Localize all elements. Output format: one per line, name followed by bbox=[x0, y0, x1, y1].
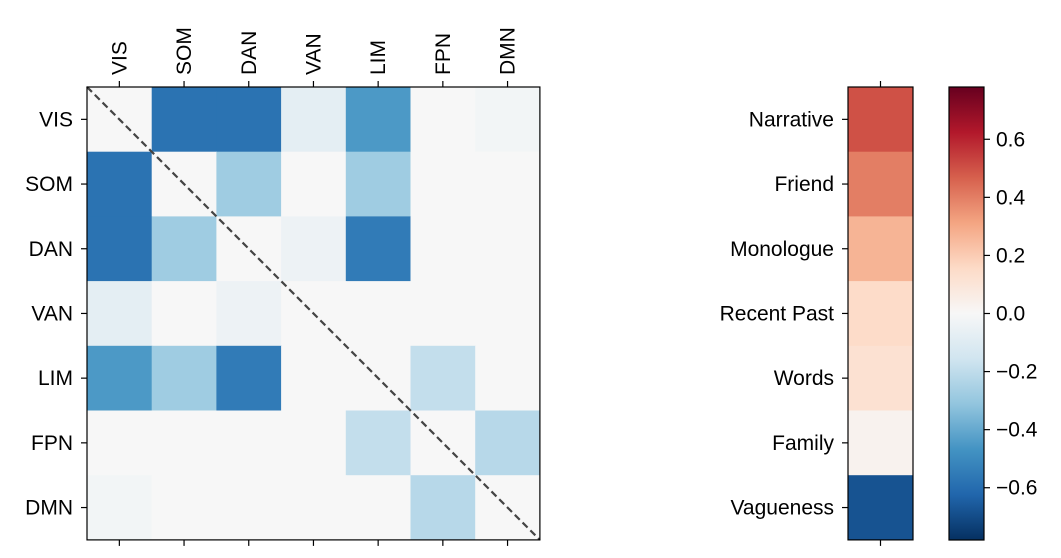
matrix-cell-FPN-VAN bbox=[281, 410, 347, 476]
matrix-y-tick-label-VAN: VAN bbox=[31, 302, 73, 325]
matrix-y-tick-label-LIM: LIM bbox=[38, 367, 73, 390]
matrix-y-tick-label-SOM: SOM bbox=[25, 173, 73, 196]
matrix-cell-LIM-DMN bbox=[475, 345, 541, 412]
matrix-cell-DMN-SOM bbox=[151, 475, 217, 541]
correlation-matrix: VIS SOM DAN VAN LIM FPN DMN VIS SOM DAN VAN LIM FPN D… bbox=[25, 27, 541, 546]
colorbar-tick-label: 0.4 bbox=[996, 186, 1026, 209]
matrix-cell-DAN-FPN bbox=[410, 216, 476, 282]
strip-label-narrative: Narrative bbox=[749, 108, 834, 131]
matrix-cell-VIS-DMN bbox=[475, 87, 541, 153]
matrix-cell-VAN-VIS bbox=[87, 281, 153, 347]
matrix-cell-DMN-VIS bbox=[87, 475, 153, 541]
matrix-cell-DMN-LIM bbox=[345, 475, 412, 541]
strip-label-family: Family bbox=[772, 432, 834, 455]
matrix-cell-VAN-DMN bbox=[475, 281, 541, 347]
matrix-cell-LIM-VIS bbox=[87, 345, 153, 412]
matrix-cell-VIS-VAN bbox=[281, 87, 347, 153]
matrix-cell-DAN-VAN bbox=[281, 216, 347, 282]
matrix-cell-VAN-DAN bbox=[216, 281, 282, 347]
matrix-cell-DAN-LIM bbox=[345, 216, 412, 282]
colorbar-tick-label: −0.6 bbox=[996, 477, 1037, 500]
matrix-cell-SOM-DAN bbox=[216, 151, 282, 217]
matrix-cell-DAN-DAN bbox=[216, 216, 282, 282]
matrix-cell-VAN-LIM bbox=[345, 281, 412, 347]
matrix-x-tick-label-DMN: DMN bbox=[497, 27, 520, 75]
matrix-cell-DMN-DAN bbox=[216, 475, 282, 541]
colorbar-tick-label: −0.2 bbox=[996, 361, 1037, 384]
matrix-cell-VAN-SOM bbox=[151, 281, 217, 347]
matrix-cell-FPN-VIS bbox=[87, 410, 153, 476]
colorbar-tick-label: −0.4 bbox=[996, 419, 1038, 442]
strip-cell-vagueness bbox=[848, 475, 913, 541]
colorbar-tick-label: 0.6 bbox=[996, 128, 1025, 151]
matrix-cell-DAN-DMN bbox=[475, 216, 541, 282]
matrix-cell-VIS-SOM bbox=[151, 87, 217, 153]
strip-label-recent-past: Recent Past bbox=[720, 302, 835, 325]
matrix-cell-FPN-SOM bbox=[151, 410, 217, 476]
matrix-cell-DMN-FPN bbox=[410, 475, 476, 541]
matrix-cell-SOM-VAN bbox=[281, 151, 347, 217]
matrix-cell-FPN-FPN bbox=[410, 410, 476, 476]
strip-cell-words bbox=[848, 345, 913, 412]
matrix-cell-LIM-DAN bbox=[216, 345, 282, 412]
colorbar-tick-label: 0.0 bbox=[996, 303, 1025, 326]
strip-cell-monologue bbox=[848, 216, 913, 282]
strip-cell-family bbox=[848, 410, 913, 476]
strip-cell-friend bbox=[848, 151, 913, 217]
strip-label-words: Words bbox=[774, 367, 834, 390]
diagonal-dashed-line bbox=[86, 86, 541, 541]
strip-label-vagueness: Vagueness bbox=[730, 497, 834, 520]
matrix-cell-SOM-VIS bbox=[87, 151, 153, 217]
matrix-cell-DAN-VIS bbox=[87, 216, 153, 282]
matrix-x-tick-label-VIS: VIS bbox=[108, 41, 131, 75]
matrix-cell-FPN-LIM bbox=[345, 410, 412, 476]
matrix-y-tick-label-DMN: DMN bbox=[25, 497, 73, 520]
strip-cell-narrative bbox=[848, 87, 913, 153]
matrix-y-tick-label-DAN: DAN bbox=[29, 238, 73, 261]
colorbar-gradient-bar bbox=[948, 86, 985, 541]
matrix-y-tick-label-VIS: VIS bbox=[39, 108, 73, 131]
matrix-x-tick-label-FPN: FPN bbox=[432, 33, 455, 75]
matrix-x-tick-label-SOM: SOM bbox=[173, 27, 196, 75]
matrix-y-tick-label-FPN: FPN bbox=[31, 432, 73, 455]
matrix-x-tick-label-LIM: LIM bbox=[367, 40, 390, 75]
matrix-x-tick-label-DAN: DAN bbox=[238, 31, 261, 75]
colorbar: 0.6 0.4 0.2 0.0 −0.2 −0.4 −0.6 bbox=[948, 86, 1038, 541]
matrix-cell-LIM-SOM bbox=[151, 345, 217, 412]
matrix-x-tick-label-VAN: VAN bbox=[302, 33, 325, 75]
matrix-cell-DAN-SOM bbox=[151, 216, 217, 282]
strip-cell-recent-past bbox=[848, 281, 913, 347]
matrix-cell-VAN-FPN bbox=[410, 281, 476, 347]
matrix-cell-VIS-FPN bbox=[410, 87, 476, 153]
matrix-cell-VIS-LIM bbox=[345, 87, 412, 153]
colorbar-tick-label: 0.2 bbox=[996, 244, 1025, 267]
matrix-cell-FPN-DAN bbox=[216, 410, 282, 476]
matrix-cell-SOM-LIM bbox=[345, 151, 412, 217]
matrix-cell-LIM-FPN bbox=[410, 345, 476, 412]
matrix-cell-SOM-FPN bbox=[410, 151, 476, 217]
matrix-cell-SOM-DMN bbox=[475, 151, 541, 217]
matrix-cell-LIM-VAN bbox=[281, 345, 347, 412]
strip-label-monologue: Monologue bbox=[730, 238, 834, 261]
matrix-cell-DMN-VAN bbox=[281, 475, 347, 541]
strip-label-friend: Friend bbox=[774, 173, 834, 196]
matrix-cell-FPN-DMN bbox=[475, 410, 541, 476]
matrix-cell-VIS-DAN bbox=[216, 87, 282, 153]
category-strip: Narrative Friend Monologue Recent Past Words… bbox=[720, 81, 914, 546]
